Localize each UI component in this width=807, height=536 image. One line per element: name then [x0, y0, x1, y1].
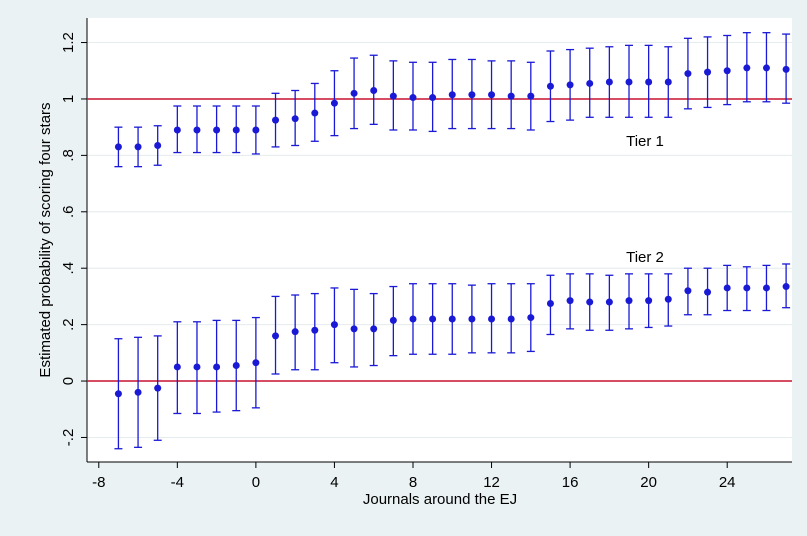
point: [664, 78, 672, 86]
point: [723, 67, 731, 75]
point: [448, 315, 456, 323]
point: [546, 82, 554, 90]
point: [330, 321, 338, 329]
point: [134, 388, 142, 396]
point: [173, 126, 181, 134]
point: [605, 298, 613, 306]
x-tick-label: 12: [483, 474, 500, 491]
point: [193, 126, 201, 134]
point: [664, 295, 672, 303]
point: [134, 143, 142, 151]
plot-area: [87, 18, 792, 462]
point: [704, 68, 712, 76]
point: [468, 315, 476, 323]
point: [507, 315, 515, 323]
y-tick-label: -.2: [60, 429, 77, 447]
point: [645, 78, 653, 86]
point: [154, 142, 162, 150]
y-axis-label: Estimated probability of scoring four st…: [37, 102, 54, 377]
point: [586, 298, 594, 306]
point: [507, 92, 515, 100]
point: [350, 325, 358, 333]
point: [252, 126, 260, 134]
x-tick-label: 8: [409, 474, 417, 491]
point: [762, 284, 770, 292]
point: [232, 126, 240, 134]
series-label: Tier 2: [626, 249, 664, 266]
point: [291, 115, 299, 123]
point: [409, 315, 417, 323]
point: [272, 332, 280, 340]
x-axis-label: Journals around the EJ: [363, 491, 517, 508]
point: [704, 288, 712, 296]
point: [389, 316, 397, 324]
y-tick-label: 1: [60, 95, 77, 103]
point: [154, 384, 162, 392]
point: [684, 70, 692, 78]
point: [743, 64, 751, 72]
point: [625, 78, 633, 86]
y-tick-label: .4: [60, 262, 77, 275]
point: [468, 91, 476, 99]
x-tick-label: 4: [330, 474, 338, 491]
point: [762, 64, 770, 72]
x-tick-label: 20: [640, 474, 657, 491]
y-tick-label: .2: [60, 318, 77, 331]
point: [546, 299, 554, 307]
point: [252, 359, 260, 367]
point: [684, 287, 692, 295]
point: [586, 79, 594, 87]
point: [409, 94, 417, 102]
point: [429, 94, 437, 102]
point: [370, 86, 378, 94]
point: [782, 65, 790, 73]
point: [350, 89, 358, 97]
point: [566, 81, 574, 89]
point: [448, 91, 456, 99]
point: [291, 328, 299, 336]
y-tick-label: 0: [60, 377, 77, 385]
point: [272, 116, 280, 124]
x-tick-label: 16: [562, 474, 579, 491]
point: [723, 284, 731, 292]
point: [173, 363, 181, 371]
x-tick-label: 24: [719, 474, 736, 491]
point: [488, 91, 496, 99]
x-tick-label: -8: [92, 474, 105, 491]
point: [114, 390, 122, 398]
point: [370, 325, 378, 333]
point: [527, 314, 535, 322]
point: [566, 297, 574, 305]
point: [605, 78, 613, 86]
point: [782, 283, 790, 291]
point: [311, 326, 319, 334]
point: [488, 315, 496, 323]
x-tick-label: -4: [171, 474, 184, 491]
point: [625, 297, 633, 305]
point: [213, 363, 221, 371]
point: [743, 284, 751, 292]
y-tick-label: .8: [60, 149, 77, 162]
point: [213, 126, 221, 134]
point: [114, 143, 122, 151]
point: [193, 363, 201, 371]
point: [311, 109, 319, 117]
y-tick-label: 1.2: [60, 32, 77, 53]
point: [389, 92, 397, 100]
x-tick-label: 0: [252, 474, 260, 491]
point: [330, 99, 338, 107]
y-tick-label: .6: [60, 206, 77, 219]
point: [645, 297, 653, 305]
series-label: Tier 1: [626, 133, 664, 150]
point: [527, 92, 535, 100]
point: [429, 315, 437, 323]
point: [232, 362, 240, 370]
